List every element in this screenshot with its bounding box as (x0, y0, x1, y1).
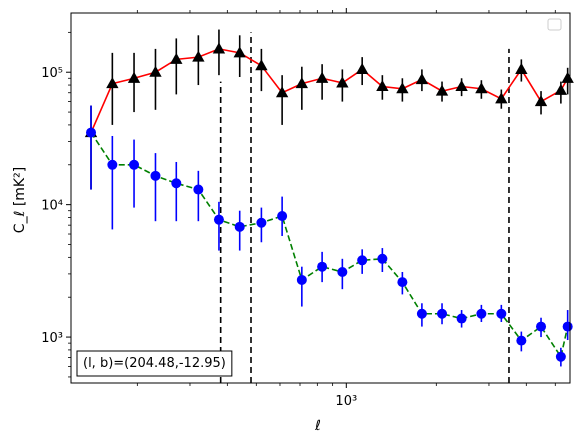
series-1-marker-11 (295, 77, 309, 89)
annotation-box (76, 350, 233, 377)
series-2-marker-14 (357, 255, 368, 266)
series-1-marker-10 (275, 86, 289, 98)
series-2-marker-11 (296, 274, 307, 285)
series-2-marker-4 (150, 170, 161, 181)
series-1-marker-12 (315, 71, 329, 83)
series-1-marker-19 (455, 80, 468, 92)
series-1-marker-8 (233, 46, 246, 58)
series-1-marker-2 (106, 77, 119, 89)
series-2-marker-3 (129, 159, 140, 170)
annotation-text: (l, b)=(204.48,-12.95) (83, 356, 226, 371)
series-2-marker-24 (555, 351, 566, 362)
series-1-marker-22 (515, 62, 528, 74)
axes-frame (70, 12, 571, 384)
series-2-marker-8 (234, 221, 245, 232)
series-2-marker-9 (256, 217, 267, 228)
series-2-marker-16 (397, 277, 408, 288)
series-2-marker-1 (86, 127, 97, 138)
series-2-marker-21 (496, 308, 507, 319)
series-1-marker-14 (356, 62, 369, 74)
y-tick-label-1: 10³ (41, 331, 63, 346)
series-1-marker-20 (475, 82, 488, 94)
series-2-marker-25 (562, 321, 573, 332)
series-1-marker-17 (415, 73, 429, 85)
series-1-marker-7 (212, 42, 226, 54)
series-2-marker-18 (437, 308, 448, 319)
series-2-marker-10 (277, 211, 288, 222)
series-1-marker-23 (534, 95, 548, 107)
y-axis-label: C_ℓ [mK²] (12, 167, 28, 233)
series-1-marker-6 (192, 50, 205, 62)
series-2-marker-15 (377, 253, 388, 264)
series-1-marker-25 (561, 71, 574, 83)
series-1-marker-24 (554, 83, 568, 95)
series-2-marker-13 (337, 267, 348, 278)
series-2-marker-2 (107, 159, 118, 170)
y-tick-label-2: 10⁴ (41, 199, 63, 214)
x-axis-label: ℓ (314, 418, 321, 434)
series-2-marker-19 (456, 313, 467, 324)
series-1-marker-18 (435, 84, 449, 96)
series-1-marker-4 (149, 65, 162, 77)
y-tick-label-3: 10⁵ (41, 66, 63, 81)
series-1-marker-3 (127, 71, 141, 83)
x-tick-label-1: 10³ (335, 394, 357, 409)
series-2-marker-22 (516, 335, 527, 346)
series-2-marker-17 (416, 308, 427, 319)
series-1-marker-5 (170, 52, 183, 64)
series-2-marker-12 (317, 261, 328, 272)
series-1-marker-9 (255, 59, 268, 71)
series-2-marker-20 (476, 308, 487, 319)
legend-box (547, 18, 562, 31)
series-2-marker-23 (536, 321, 547, 332)
series-1-marker-16 (396, 82, 409, 94)
plot-area: 10³ 10³ 10⁴ 10⁵ (l, b)=(204.48,-12.95) (41, 8, 574, 409)
series-1-marker-13 (336, 76, 349, 88)
series-2-marker-6 (193, 184, 204, 195)
series-2-marker-7 (213, 214, 224, 225)
series-2-marker-5 (171, 178, 182, 189)
series-1-marker-21 (495, 92, 508, 104)
series-1-marker-15 (376, 80, 389, 92)
